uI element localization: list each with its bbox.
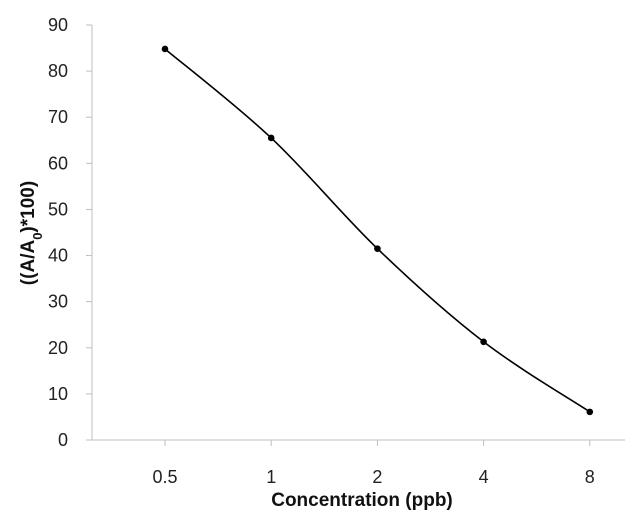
- data-point: [267, 134, 275, 142]
- x-tick-label: 4: [479, 467, 489, 487]
- x-axis-title: Concentration (ppb): [271, 490, 453, 511]
- x-axis: 0.5 1 2 4 8: [92, 439, 625, 487]
- x-tick-label: 2: [372, 467, 382, 487]
- data-series: [161, 45, 594, 416]
- y-axis-title-subscript: 0: [30, 233, 45, 240]
- y-axis-title: ((A/A0)*100): [18, 181, 45, 285]
- y-tick-label: 20: [48, 338, 68, 358]
- y-tick-label: 60: [48, 153, 68, 173]
- y-tick-label: 70: [48, 107, 68, 127]
- y-tick-label: 50: [48, 199, 68, 219]
- y-tick-label: 80: [48, 61, 68, 81]
- series-line: [164, 48, 591, 413]
- y-axis-title-suffix: )*100): [18, 181, 39, 233]
- y-tick-label: 10: [48, 384, 68, 404]
- data-point: [161, 45, 169, 53]
- y-tick-label: 90: [48, 15, 68, 35]
- x-tick-label: 1: [266, 467, 276, 487]
- y-axis-title-prefix: ((A/A: [18, 240, 39, 286]
- x-tick-label: 8: [585, 467, 595, 487]
- data-point: [586, 408, 594, 416]
- data-point: [374, 245, 381, 252]
- data-point: [480, 338, 487, 346]
- x-tick-label: 0.5: [152, 467, 177, 487]
- y-axis: 0 10 20 30 40 50 60 70 80 90: [48, 15, 93, 450]
- y-tick-label: 40: [48, 246, 68, 266]
- y-tick-label: 30: [48, 292, 68, 312]
- y-tick-label: 0: [58, 430, 68, 450]
